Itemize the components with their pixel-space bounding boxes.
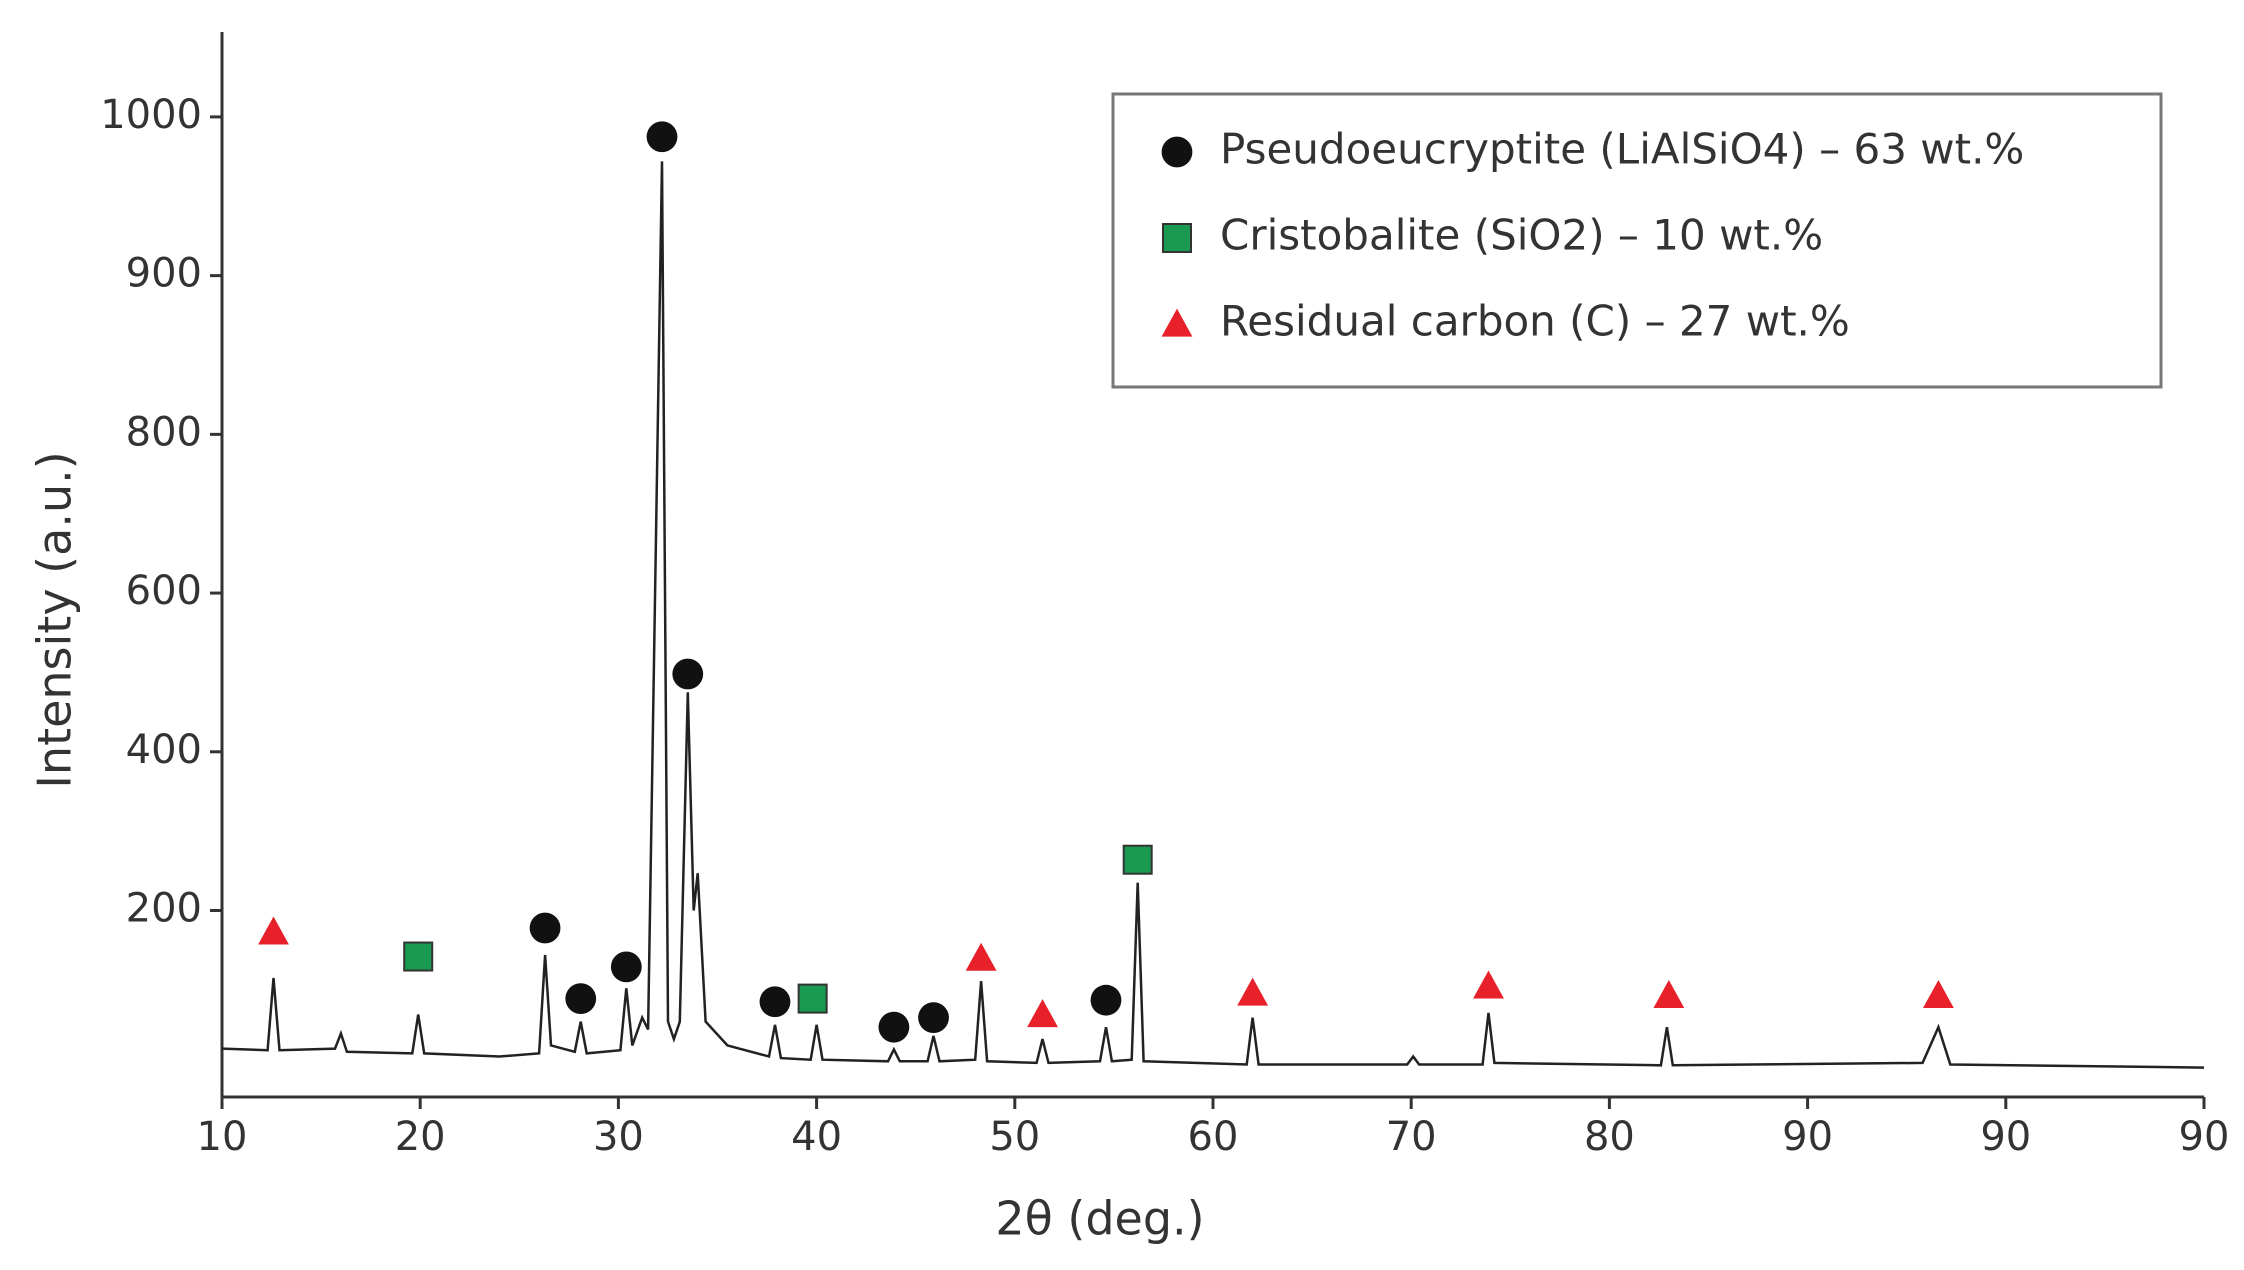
x-tick-label: 90: [1980, 1114, 2031, 1160]
square-marker: [1122, 844, 1153, 875]
x-tick-label: 80: [1584, 1114, 1635, 1160]
y-axis-label: Intensity (a.u.): [28, 451, 82, 788]
circle-marker: [1090, 984, 1122, 1016]
y-tick-label: 600: [126, 568, 202, 614]
y-tick-label: 800: [126, 409, 202, 455]
triangle-marker: [1161, 308, 1193, 337]
x-tick-label: 30: [593, 1114, 644, 1160]
x-tick-label: 50: [989, 1114, 1040, 1160]
square-marker: [403, 941, 434, 972]
x-tick-label: 60: [1188, 1114, 1239, 1160]
x-tick-label: 90: [1782, 1114, 1833, 1160]
legend-box: [1111, 92, 2163, 389]
x-tick-label: 40: [791, 1114, 842, 1160]
circle-marker: [610, 951, 642, 983]
x-axis-label: 2θ (deg.): [995, 1192, 1204, 1246]
triangle-marker: [1473, 970, 1504, 999]
circle-marker: [878, 1011, 910, 1043]
x-tick-label: 70: [1386, 1114, 1437, 1160]
legend-label: Pseudoeucryptite (LiAlSiO4) – 63 wt.%: [1220, 125, 2024, 174]
triangle-marker: [1923, 980, 1954, 1009]
circle-marker: [672, 658, 704, 690]
y-tick-label: 200: [126, 886, 202, 932]
square-marker: [1162, 223, 1192, 253]
circle-marker: [565, 983, 597, 1014]
x-tick-label: 10: [197, 1114, 248, 1160]
circle-marker: [918, 1002, 949, 1034]
triangle-marker: [1653, 980, 1685, 1009]
square-marker: [797, 983, 828, 1014]
triangle-marker: [258, 916, 289, 945]
x-tick-label: 90: [2179, 1114, 2230, 1160]
y-tick-label: 400: [126, 727, 202, 773]
y-tick-label: 900: [126, 251, 202, 297]
x-tick-label: 20: [395, 1114, 446, 1160]
triangle-marker: [965, 942, 997, 971]
circle-marker: [646, 121, 678, 153]
circle-marker: [529, 912, 561, 944]
y-tick-label: 1000: [100, 92, 202, 138]
legend-label: Residual carbon (C) – 27 wt.%: [1220, 297, 1850, 346]
circle-marker: [1161, 136, 1193, 168]
legend-label: Cristobalite (SiO2) – 10 wt.%: [1220, 211, 1823, 260]
triangle-marker: [1237, 977, 1269, 1006]
xrd-line: [221, 161, 2205, 1069]
triangle-marker: [1027, 999, 1058, 1028]
circle-marker: [759, 986, 791, 1018]
